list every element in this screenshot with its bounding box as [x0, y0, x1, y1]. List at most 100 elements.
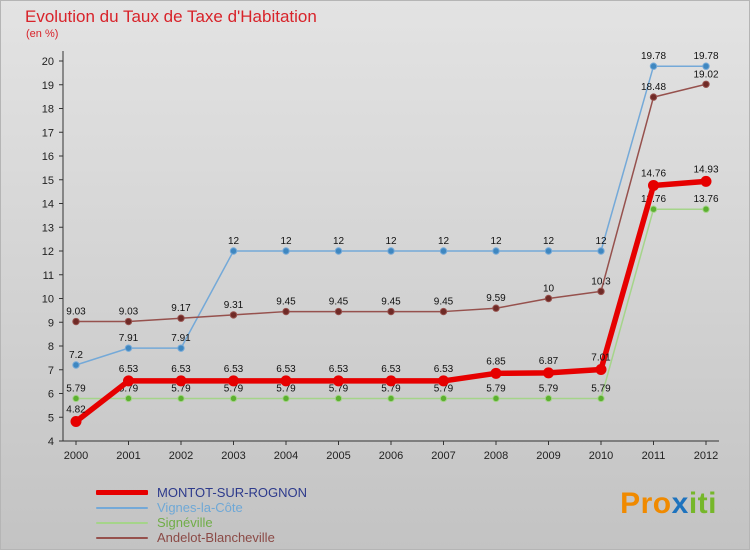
data-point	[492, 247, 500, 255]
point-label: 7.01	[591, 353, 611, 364]
point-label: 6.53	[434, 364, 454, 375]
data-point	[334, 247, 343, 255]
x-tick-label: 2008	[484, 450, 508, 462]
point-label: 6.53	[171, 364, 191, 375]
point-label: 6.53	[329, 364, 349, 375]
point-label: 9.03	[66, 307, 86, 318]
data-point	[72, 317, 80, 326]
data-point	[124, 394, 133, 403]
y-tick-label: 7	[48, 365, 54, 377]
series-2: 5.79 5.79 5.79 5.79 5.79 5.79 5.79 5.79 5.79 5.79…	[66, 194, 719, 403]
data-point	[597, 247, 605, 255]
point-label: 9.45	[329, 297, 349, 308]
point-label: 13.76	[693, 194, 718, 205]
x-tick-label: 2005	[326, 450, 350, 462]
x-tick-label: 2010	[589, 450, 613, 462]
point-label: 12	[228, 236, 240, 247]
data-point	[72, 361, 80, 369]
point-label: 19.78	[641, 51, 666, 62]
legend-swatch	[96, 490, 148, 495]
data-point	[438, 375, 449, 387]
y-tick-label: 8	[48, 341, 54, 353]
y-tick-label: 15	[42, 175, 54, 187]
point-label: 5.79	[171, 383, 191, 394]
point-label: 7.2	[69, 350, 83, 361]
series-line	[75, 65, 707, 366]
chart-title: Evolution du Taux de Taxe d'Habitation	[25, 7, 317, 26]
logo-part: x	[671, 487, 689, 520]
point-label: 14.76	[641, 168, 666, 179]
data-point	[700, 175, 712, 187]
data-point	[334, 394, 343, 403]
data-point	[124, 344, 133, 352]
data-point	[228, 375, 239, 387]
data-point	[648, 179, 659, 191]
point-label: 19.78	[693, 51, 718, 62]
data-point	[490, 367, 502, 379]
y-tick-label: 12	[42, 246, 54, 258]
data-point	[387, 247, 395, 255]
x-tick-label: 2009	[536, 450, 560, 462]
x-tick-label: 2004	[274, 450, 298, 462]
x-tick-label: 2011	[642, 450, 666, 462]
data-point	[649, 62, 658, 70]
data-point	[597, 394, 605, 403]
point-label: 6.53	[119, 364, 139, 375]
proxiti-logo: Proxiti	[620, 487, 717, 521]
legend: MONTOT-SUR-ROGNON Vignes-la-Côte Signévi…	[96, 485, 307, 545]
y-tick-label: 20	[42, 56, 54, 68]
legend-label: Andelot-Blancheville	[157, 530, 275, 545]
y-tick-label: 4	[48, 436, 54, 448]
data-point	[282, 247, 290, 255]
data-point	[595, 364, 607, 376]
point-label: 9.17	[171, 303, 191, 314]
data-point	[333, 375, 344, 387]
data-point	[439, 307, 448, 316]
point-label: 12	[333, 236, 345, 247]
point-label: 5.79	[591, 383, 611, 394]
data-point	[175, 375, 187, 387]
logo-part: Pro	[620, 487, 672, 520]
legend-label: Signéville	[157, 515, 213, 530]
series-line	[75, 83, 707, 323]
data-point	[123, 375, 134, 387]
point-label: 9.45	[276, 297, 296, 308]
x-tick-label: 2000	[64, 450, 88, 462]
point-label: 4.82	[66, 405, 86, 416]
y-tick-label: 19	[42, 80, 54, 92]
point-label: 7.91	[119, 333, 139, 344]
data-point	[702, 80, 710, 88]
point-label: 5.79	[329, 383, 349, 394]
point-label: 9.45	[381, 297, 401, 308]
legend-label: Vignes-la-Côte	[157, 500, 243, 515]
point-label: 14.93	[693, 164, 718, 175]
data-point	[72, 394, 80, 403]
data-point	[649, 205, 658, 213]
point-label: 6.53	[276, 364, 296, 375]
point-label: 9.45	[434, 297, 454, 308]
point-label: 12	[543, 236, 555, 247]
data-point	[544, 294, 553, 303]
point-label: 12	[438, 236, 450, 247]
data-point	[492, 394, 500, 403]
legend-swatch	[96, 536, 148, 539]
data-point	[649, 93, 658, 101]
data-point	[387, 394, 395, 403]
data-point	[439, 247, 448, 255]
data-point	[177, 394, 185, 403]
point-label: 12	[490, 236, 502, 247]
data-point	[439, 394, 448, 403]
point-label: 9.31	[224, 300, 244, 311]
legend-swatch	[96, 521, 148, 524]
point-label: 7.91	[171, 333, 191, 344]
point-label: 9.59	[486, 293, 506, 304]
point-label: 6.53	[224, 364, 244, 375]
y-tick-label: 5	[48, 412, 54, 424]
point-label: 12	[595, 236, 607, 247]
y-tick-label: 14	[42, 199, 54, 211]
point-label: 10.3	[591, 276, 611, 287]
data-point	[282, 307, 290, 316]
x-tick-label: 2003	[221, 450, 245, 462]
y-tick-label: 11	[43, 270, 54, 282]
